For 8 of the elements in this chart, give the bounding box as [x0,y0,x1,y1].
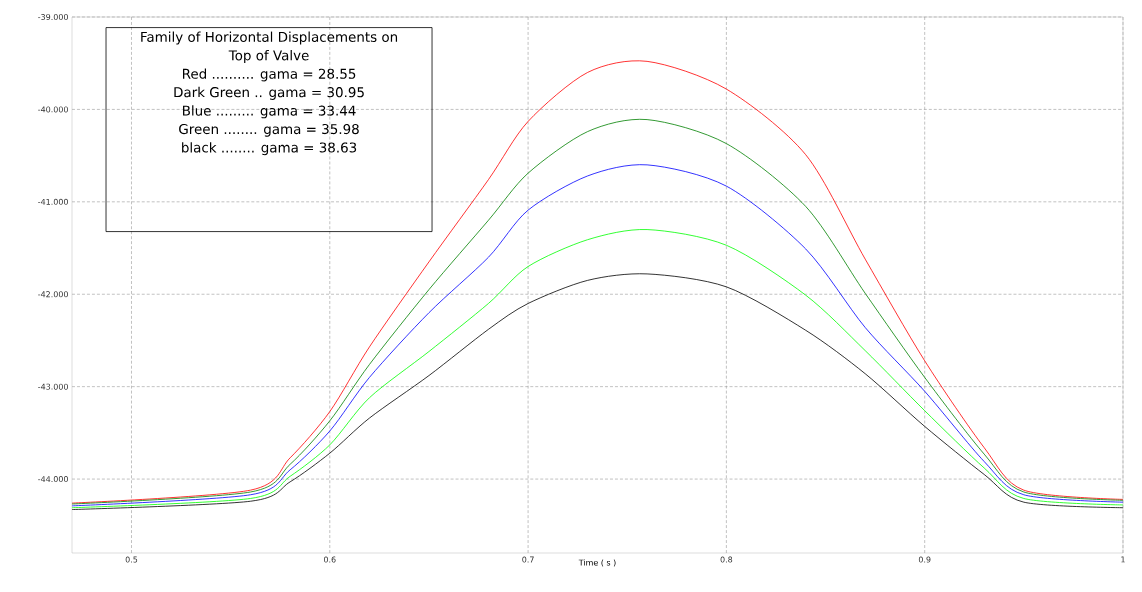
line-series [72,229,1123,509]
annotation: Family of Horizontal Displacements on Top of Valve [141,31,398,64]
annotation: Red .......... gama = 28.55 [182,68,356,82]
annotation: Green ........ gama = 35.98 [179,123,359,137]
line-series [72,273,1123,510]
annotation: Blue ......... gama = 33.44 [183,105,356,119]
annotation: black ........ gama = 38.63 [182,142,357,156]
annotation: Dark Green .. gama = 30.95 [174,86,364,100]
